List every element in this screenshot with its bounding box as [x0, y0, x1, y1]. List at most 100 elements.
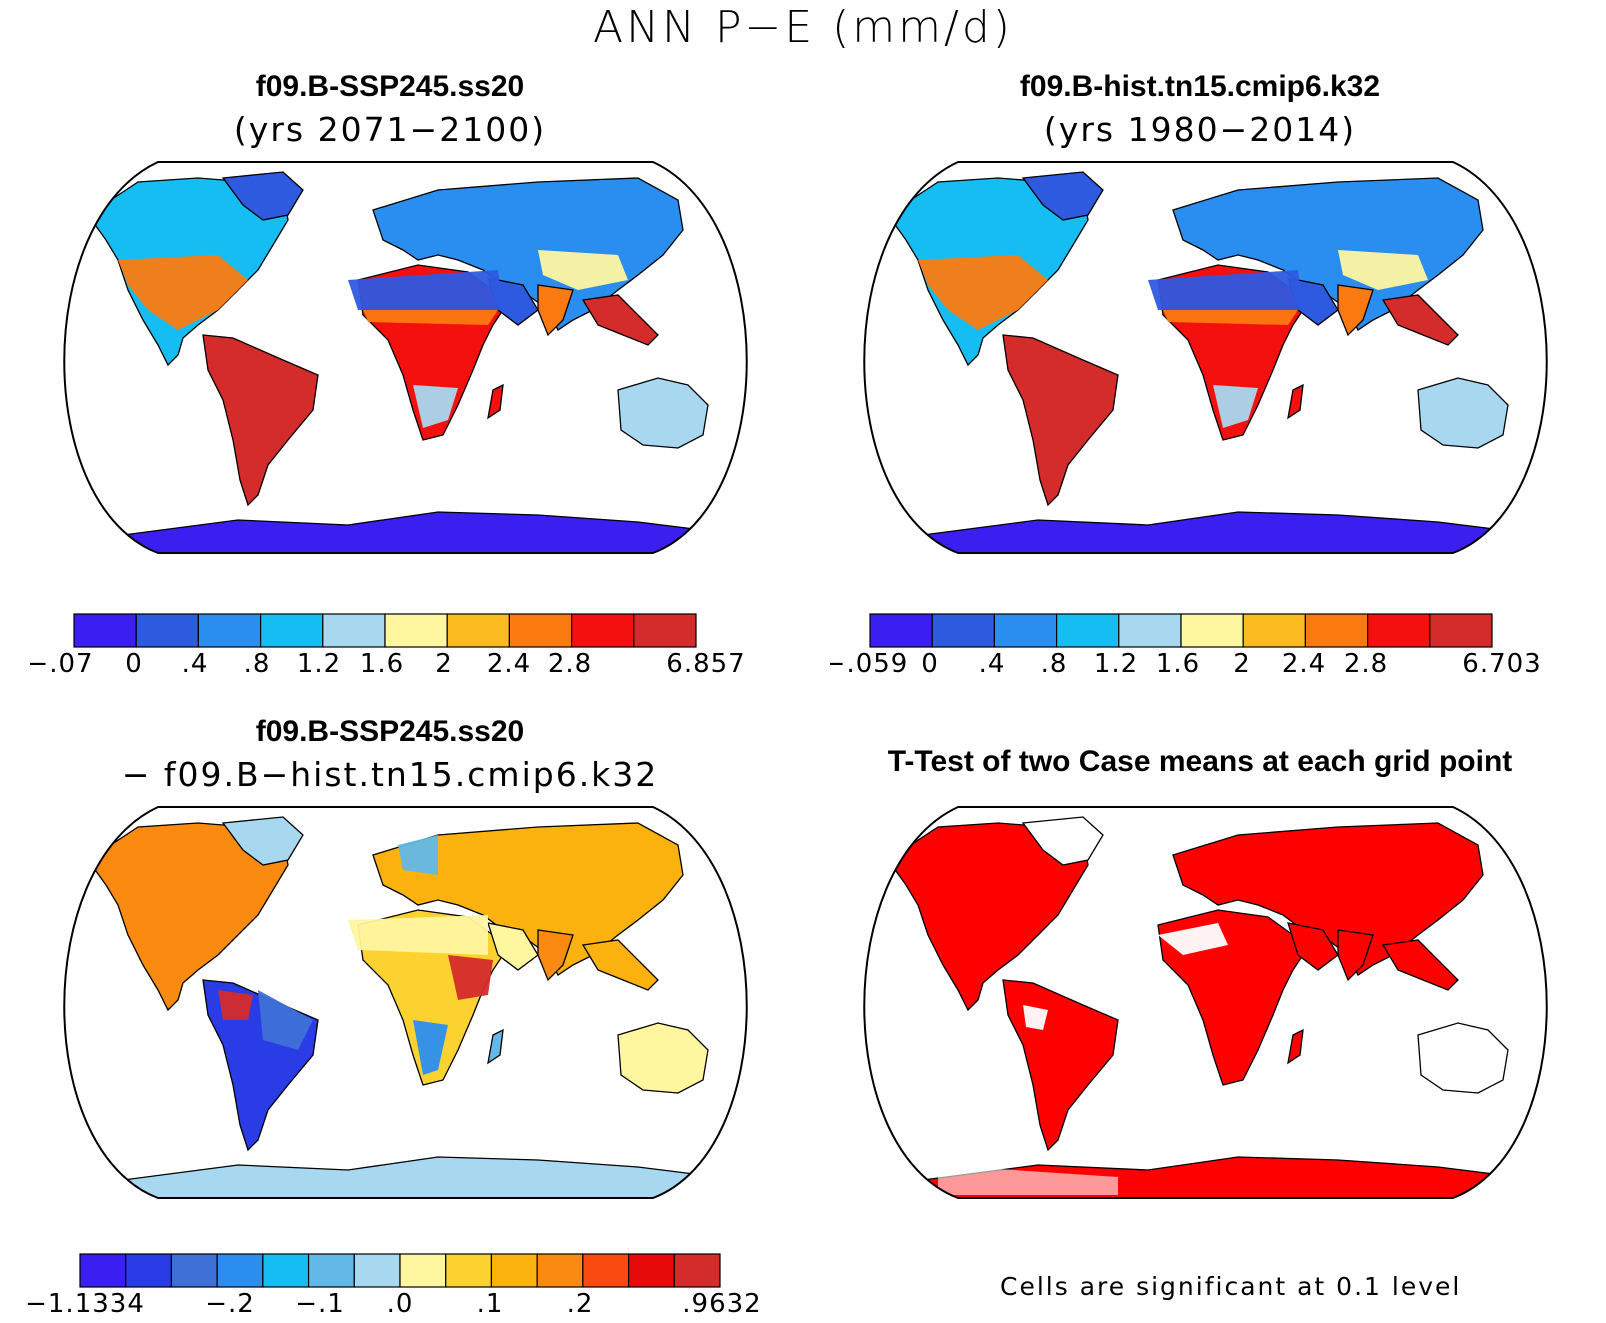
cb2-label-4: 1.2: [1094, 649, 1138, 679]
cb3-swatch-10: [536, 1253, 584, 1288]
map4-band-0: [1158, 923, 1228, 955]
cb3-swatch-5: [307, 1253, 355, 1288]
cb1-swatch-9: [633, 613, 697, 648]
map2-land-samerica: [1002, 334, 1119, 507]
panel2-colorbar: −.059 0 .4 .8 1.2 1.6 2 2.4 2.8 6.703: [830, 613, 1541, 679]
cb3-label-4: .1: [477, 1289, 504, 1319]
cb3-swatch-13: [673, 1253, 721, 1288]
map3-land-australia: [617, 1022, 709, 1094]
map3-band-2: [348, 915, 488, 955]
map1-land-australia: [617, 377, 709, 449]
map2-land-india: [1337, 284, 1374, 337]
panel4-map: [863, 806, 1548, 1199]
map1-land-india: [537, 284, 574, 337]
map1-band-1: [348, 270, 503, 310]
cb2-swatch-3: [1056, 613, 1120, 648]
map2-land-eurasia: [1172, 177, 1484, 331]
map4-land-eurasia: [1172, 822, 1484, 976]
map2-band-1: [1148, 270, 1303, 310]
map4-land-seasia: [1381, 939, 1459, 991]
panel3-subtitle: − f09.B−hist.tn15.cmip6.k32: [121, 755, 659, 794]
panel1-colorbar: −.07 0 .4 .8 1.2 1.6 2 2.4 2.8 6.857: [30, 613, 745, 679]
cb1-label-9: 6.857: [666, 649, 745, 679]
map2-land-antarctica: [921, 511, 1540, 553]
cb1-swatch-1: [135, 613, 199, 648]
cb3-swatch-7: [399, 1253, 447, 1288]
cb2-swatch-6: [1242, 613, 1307, 648]
map2-land-greenland: [1021, 171, 1104, 221]
map4-land-australia: [1417, 1022, 1509, 1094]
cb3-swatch-2: [170, 1253, 218, 1288]
map2-band-3: [1338, 250, 1428, 290]
cb1-swatch-6: [446, 613, 511, 648]
cb3-label-3: .0: [387, 1289, 414, 1319]
cb2-swatch-2: [993, 613, 1058, 648]
map2-land-madagascar: [1287, 383, 1304, 420]
cb1-swatch-3: [260, 613, 324, 648]
cb1-swatch-5: [384, 613, 448, 648]
map3-band-4: [413, 1020, 448, 1075]
map2-land-seasia: [1381, 294, 1459, 346]
cb1-label-8: 2.8: [548, 649, 592, 679]
cb2-label-3: .8: [1041, 649, 1068, 679]
map1-band-4: [413, 385, 458, 428]
panel3-title: f09.B-SSP245.ss20: [255, 715, 525, 748]
cb1-label-1: 0: [125, 649, 143, 679]
cb1-swatch-4: [322, 613, 386, 648]
map3-land-arabia: [487, 922, 539, 971]
cb3-label-6: .9632: [682, 1289, 761, 1319]
map3-border: [63, 806, 748, 1199]
map2-band-4: [1213, 385, 1258, 428]
map1-band-2: [363, 310, 498, 325]
cb3-swatch-6: [353, 1253, 401, 1288]
map3-land-madagascar: [487, 1028, 504, 1065]
panel3-map: [63, 806, 748, 1199]
cb3-swatch-0: [79, 1253, 127, 1288]
panel2-title: f09.B-hist.tn15.cmip6.k32: [1019, 70, 1381, 103]
cb2-swatch-7: [1304, 613, 1369, 648]
map4-land-africa: [1157, 909, 1304, 1086]
map2-band-0: [918, 255, 1048, 330]
cb1-swatch-8: [570, 613, 635, 648]
cb1-swatch-0: [73, 613, 137, 648]
significance-note: Cells are significant at 0.1 level: [1000, 1272, 1462, 1301]
map1-land-seasia: [581, 294, 659, 346]
map1-land-eurasia: [372, 177, 684, 331]
cb2-swatch-9: [1429, 613, 1493, 648]
map1-land-greenland: [221, 171, 304, 221]
map4-band-1: [1023, 1005, 1048, 1030]
map3-band-3: [448, 955, 493, 1000]
map4-land-india: [1337, 929, 1374, 982]
cb3-label-0: −1.1334: [25, 1289, 145, 1319]
map1-land-madagascar: [487, 383, 504, 420]
cb3-swatch-9: [490, 1253, 538, 1288]
cb2-swatch-8: [1366, 613, 1431, 648]
map1-band-0: [118, 255, 248, 330]
map4-land-greenland: [1021, 816, 1104, 866]
map3-band-0: [218, 990, 253, 1020]
map4-land-arabia: [1287, 922, 1339, 971]
cb1-label-4: 1.2: [297, 649, 341, 679]
cb3-label-2: −.1: [295, 1289, 345, 1319]
cb1-swatch-2: [197, 613, 262, 648]
cb1-label-2: .4: [182, 649, 209, 679]
cb3-label-1: −.2: [205, 1289, 255, 1319]
map3-land-eurasia: [372, 822, 684, 976]
panel1-subtitle: (yrs 2071−2100): [233, 110, 547, 149]
panel1-map: [63, 161, 748, 554]
figure-title: ANN P−E (mm/d): [593, 2, 1013, 53]
cb1-label-7: 2.4: [487, 649, 531, 679]
panel4-title: T-Test of two Case means at each grid po…: [887, 745, 1513, 778]
panel2-map: [863, 161, 1548, 554]
map3-band-5: [398, 835, 438, 875]
map3-band-1: [258, 990, 313, 1050]
cb3-swatch-11: [582, 1253, 630, 1288]
map3-land-greenland: [221, 816, 304, 866]
map2-border: [863, 161, 1548, 554]
cb2-label-7: 2.4: [1282, 649, 1326, 679]
cb3-swatch-8: [445, 1253, 493, 1288]
cb1-label-5: 1.6: [360, 649, 404, 679]
cb2-label-9: 6.703: [1462, 649, 1541, 679]
map2-band-2: [1163, 310, 1298, 325]
map1-band-3: [538, 250, 628, 290]
